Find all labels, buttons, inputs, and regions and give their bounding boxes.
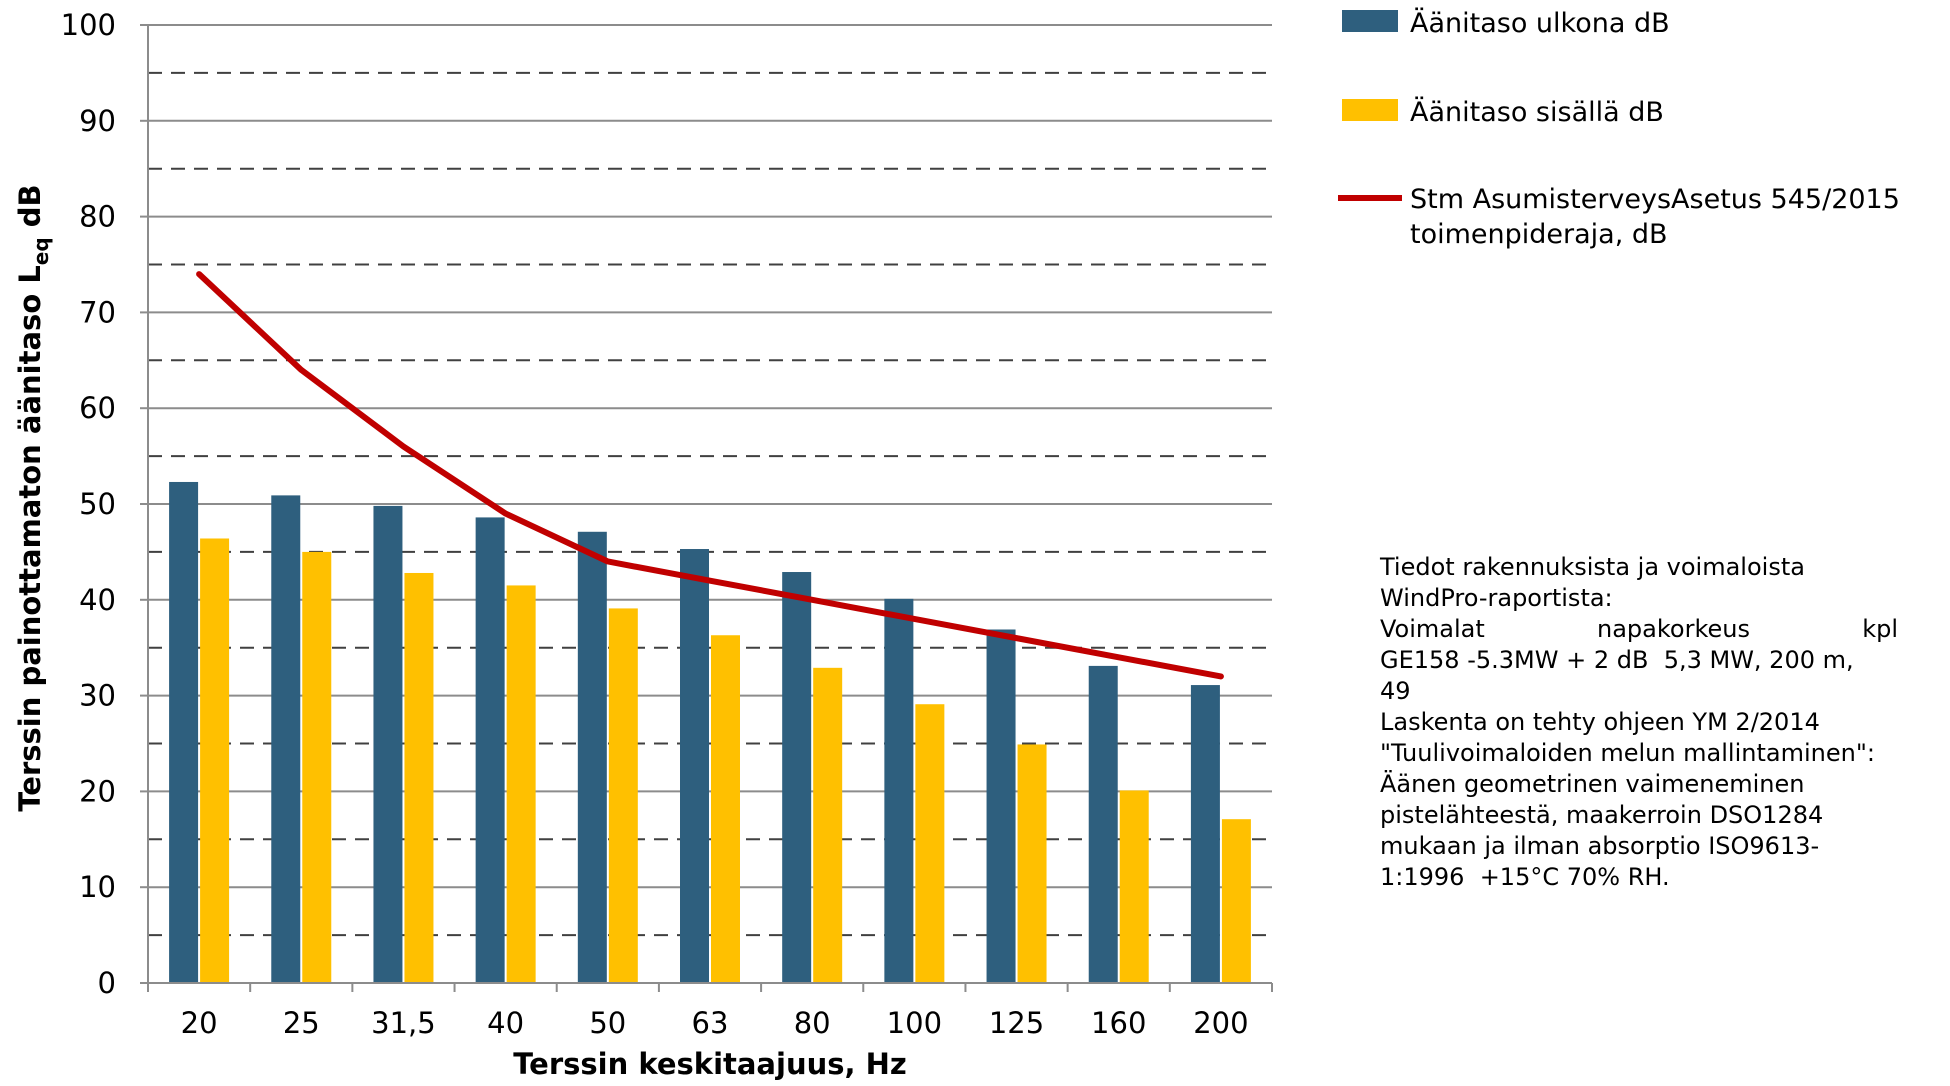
x-tick-label: 125	[989, 1006, 1044, 1040]
axes	[140, 24, 1273, 992]
bar-indoor-125	[1017, 744, 1047, 983]
note-line: 49	[1380, 677, 1411, 705]
y-tick-label: 60	[79, 391, 116, 425]
y-tick-label: 100	[61, 8, 116, 42]
bar-indoor-100	[915, 704, 945, 983]
bar-indoor-31,5	[404, 572, 434, 983]
x-tick-label: 100	[887, 1006, 942, 1040]
note-line: Laskenta on tehty ohjeen YM 2/2014	[1380, 708, 1820, 736]
note-line: 1:1996 +15°C 70% RH.	[1380, 863, 1670, 891]
y-tick-label: 50	[79, 487, 116, 521]
grid	[148, 24, 1272, 937]
legend-label-outdoor: Äänitaso ulkona dB	[1410, 7, 1670, 39]
y-tick-label: 10	[79, 870, 116, 904]
bar-indoor-40	[506, 585, 536, 983]
x-tick-labels: 20 25 31,5 40 50 63 80 100 125 160 200	[181, 1006, 1249, 1040]
y-tick-label: 0	[98, 966, 116, 1000]
bar-indoor-80	[813, 667, 843, 983]
y-tick-label: 40	[79, 583, 116, 617]
calculation-note: Tiedot rakennuksista ja voimaloista Wind…	[1380, 552, 1898, 893]
legend-label-indoor: Äänitaso sisällä dB	[1410, 96, 1664, 128]
note-line: WindPro-raportista:	[1380, 584, 1613, 612]
bar-outdoor-40	[475, 517, 505, 983]
bar-outdoor-200	[1190, 685, 1220, 983]
bar-outdoor-125	[986, 629, 1016, 983]
legend: Äänitaso ulkona dB Äänitaso sisällä dB S…	[1338, 7, 1900, 250]
note-line: GE158 -5.3MW + 2 dB 5,3 MW, 200 m,	[1380, 646, 1854, 674]
note-line: Tiedot rakennuksista ja voimaloista	[1380, 553, 1805, 581]
bar-indoor-200	[1221, 819, 1251, 983]
y-axis-title-unit: dB	[13, 184, 47, 237]
note-line: Äänen geometrinen vaimeneminen	[1380, 770, 1805, 798]
bar-outdoor-31,5	[373, 505, 403, 983]
legend-swatch-outdoor	[1342, 10, 1398, 32]
legend-label-limit-line2: toimenpideraja, dB	[1410, 219, 1668, 250]
x-tick-label: 160	[1091, 1006, 1146, 1040]
x-tick-label: 25	[283, 1006, 320, 1040]
x-tick-label: 20	[181, 1006, 218, 1040]
line-series	[196, 271, 1224, 680]
x-tick-label: 31,5	[371, 1006, 436, 1040]
legend-label-limit-line1: Stm AsumisterveysAsetus 545/2015	[1410, 184, 1900, 215]
bar-outdoor-63	[680, 549, 709, 983]
bar-outdoor-160	[1088, 665, 1118, 983]
y-tick-label: 70	[79, 295, 116, 329]
x-tick-label: 63	[692, 1006, 729, 1040]
bar-outdoor-20	[169, 481, 199, 983]
note-line: "Tuulivoimaloiden melun mallintaminen":	[1380, 739, 1875, 767]
bar-outdoor-80	[782, 572, 812, 983]
y-tick-labels: 0 10 20 30 40 50 60 70 80 90 100	[61, 8, 116, 1000]
bar-indoor-50	[608, 608, 638, 983]
bar-indoor-25	[302, 551, 332, 983]
x-tick-label: 200	[1193, 1006, 1248, 1040]
bar-outdoor-50	[577, 531, 607, 983]
y-tick-label: 20	[79, 774, 116, 808]
note-line: pistelähteestä, maakerroin DSO1284	[1380, 801, 1824, 829]
bar-indoor-160	[1119, 790, 1149, 983]
y-tick-label: 30	[79, 679, 116, 713]
y-tick-label: 90	[79, 104, 116, 138]
limit-line	[196, 271, 1224, 680]
bar-indoor-20	[200, 538, 230, 983]
bars	[169, 481, 1251, 983]
x-tick-label: 40	[487, 1006, 524, 1040]
bar-outdoor-25	[271, 495, 301, 983]
note-line: mukaan ja ilman absorptio ISO9613-	[1380, 832, 1820, 860]
note-line: Voimalat napakorkeus kpl	[1380, 615, 1898, 643]
y-axis-title-subscript: eq	[29, 237, 53, 265]
x-axis-title: Terssin keskitaajuus, Hz	[513, 1047, 907, 1081]
y-axis-title: Terssin painottamaton äänitaso Leq dB	[13, 184, 53, 811]
legend-swatch-indoor	[1342, 99, 1398, 121]
y-axis-title-main: Terssin painottamaton äänitaso L	[13, 265, 47, 811]
y-tick-label: 80	[79, 200, 116, 234]
bar-outdoor-100	[884, 598, 914, 983]
x-tick-label: 50	[589, 1006, 626, 1040]
bar-indoor-63	[711, 635, 740, 983]
x-tick-label: 80	[794, 1006, 831, 1040]
